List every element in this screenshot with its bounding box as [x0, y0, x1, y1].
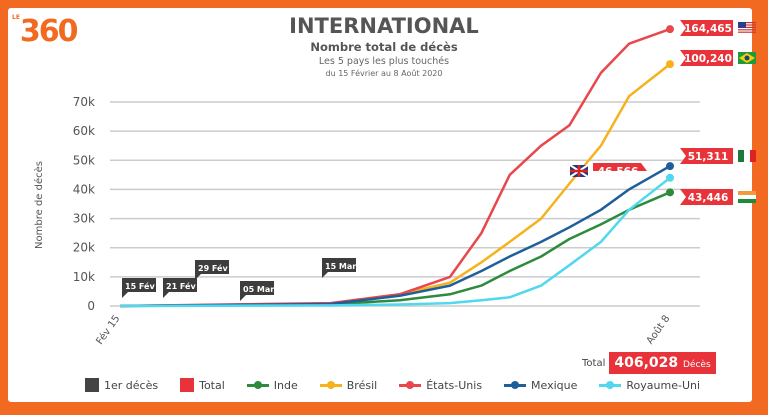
- first-death-marker-label: 21 Fév: [166, 281, 196, 291]
- flag-circle: [744, 55, 750, 61]
- y-tick-label: 10k: [73, 270, 95, 284]
- flag-band: [738, 195, 756, 199]
- flag-band: [738, 199, 756, 203]
- y-tick-label: 30k: [73, 212, 95, 226]
- first-death-marker: [122, 278, 156, 298]
- flag-stripe: [738, 22, 756, 24]
- x-tick-label: Fév 15: [94, 313, 123, 347]
- y-tick-label: 40k: [73, 182, 95, 196]
- series-line-usa: [119, 27, 671, 308]
- first-death-marker: [163, 278, 197, 298]
- flag-band: [738, 191, 756, 195]
- page-title: INTERNATIONAL: [289, 14, 479, 38]
- first-death-marker-label: 05 Mar: [243, 285, 274, 294]
- series-line-india: [119, 191, 671, 308]
- total-deaths: Total 406,028 Décès: [582, 352, 716, 374]
- flag-stripe: [738, 26, 756, 28]
- y-tick-label: 60k: [73, 124, 95, 138]
- flag-canton: [738, 22, 746, 28]
- first-death-marker-label: 15 Fév: [125, 281, 155, 291]
- infographic-card: [8, 8, 752, 402]
- series-end-point: [666, 173, 674, 182]
- flag-stripe: [738, 24, 756, 26]
- chart-subtitle: Nombre total de décès: [310, 40, 458, 54]
- first-death-marker-label: 15 Mar: [325, 262, 356, 271]
- logo: LE360: [12, 14, 79, 49]
- first-death-marker: [322, 258, 356, 278]
- series-end-point: [666, 60, 674, 69]
- y-tick-label: 0: [87, 299, 95, 313]
- series-line-mexico: [119, 165, 671, 308]
- x-tick-label: Août 8: [644, 313, 673, 347]
- chart-period: du 15 Février au 8 Août 2020: [325, 69, 443, 78]
- legend-item: Brésil: [319, 378, 378, 392]
- legend-item: 1er décès: [85, 378, 158, 392]
- legend-line-icon: [246, 380, 269, 389]
- legend-item: Total: [180, 378, 225, 392]
- total-value-badge: 406,028 Décès: [609, 352, 716, 374]
- chart-subtitle-2: Les 5 pays les plus touchés: [318, 56, 450, 67]
- end-value-label: 100,240: [684, 53, 732, 65]
- legend-item: États-Unis: [399, 379, 482, 392]
- legend-label: Mexique: [531, 378, 578, 392]
- y-tick-label: 20k: [73, 241, 95, 255]
- end-value-label: 51,311: [688, 151, 729, 163]
- legend-label: États-Unis: [426, 378, 483, 392]
- y-tick-label: 50k: [73, 153, 95, 167]
- flag-stripe: [738, 31, 756, 33]
- legend-swatch-icon: [85, 378, 99, 392]
- legend-label: 1er décès: [104, 378, 159, 392]
- series-line-uk: [119, 176, 671, 308]
- end-value-badge: [680, 148, 733, 164]
- series-end-point: [666, 162, 674, 171]
- legend-item: Mexique: [504, 379, 577, 392]
- end-value-badge: [680, 50, 733, 66]
- end-value-badge: [680, 20, 733, 36]
- legend-line-icon: [399, 380, 422, 389]
- total-label: Total: [582, 357, 606, 369]
- flag-band: [744, 150, 750, 162]
- legend-label: Inde: [273, 378, 298, 392]
- first-death-marker-label: 29 Fév: [198, 263, 228, 273]
- first-death-marker: [195, 260, 229, 280]
- flag-band: [750, 150, 756, 162]
- end-value-badge: [680, 189, 733, 205]
- flag-band: [738, 150, 744, 162]
- end-value-label: 43,446: [688, 192, 729, 204]
- y-axis-label: Nombre de décès: [33, 161, 45, 249]
- legend-item: Royaume-Uni: [599, 379, 700, 392]
- series-end-point: [666, 25, 674, 34]
- end-value-label: 46,566: [598, 166, 639, 178]
- y-tick-label: 70k: [73, 95, 95, 109]
- legend-line-icon: [599, 380, 622, 389]
- legend-line-icon: [504, 380, 527, 389]
- legend-label: Royaume-Uni: [626, 378, 701, 392]
- legend: 1er décès Total Inde Brésil États-Unis Mexiqu…: [85, 378, 700, 392]
- legend-label: Total: [199, 378, 225, 392]
- legend-swatch-icon: [180, 378, 195, 392]
- end-value-badge: [593, 163, 647, 171]
- series-end-point: [666, 188, 674, 197]
- legend-line-icon: [319, 380, 342, 389]
- flag-stripe: [738, 29, 756, 31]
- first-death-marker: [240, 281, 274, 301]
- flag-cross: [570, 165, 588, 177]
- legend-label: Brésil: [346, 378, 378, 392]
- legend-item: Inde: [246, 378, 298, 392]
- end-value-label: 164,465: [684, 23, 732, 35]
